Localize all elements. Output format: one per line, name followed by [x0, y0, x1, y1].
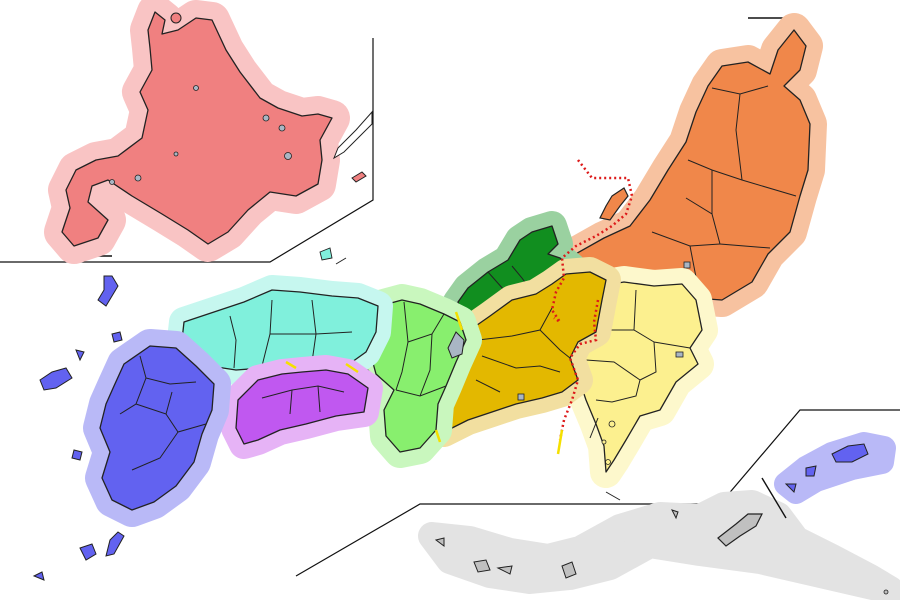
region-chugoku[interactable]: [167, 247, 393, 385]
sado-island: [599, 187, 629, 221]
izu-island-line: [589, 417, 599, 439]
prefecture-border: [419, 333, 433, 397]
boundary-lines: [285, 159, 634, 455]
hokkaido-inset-frame: [0, 38, 374, 263]
prefecture-border: [735, 93, 743, 181]
solid-boundary: [434, 429, 442, 443]
koshiki-island: [71, 449, 83, 461]
prefecture-border: [395, 301, 409, 391]
prefecture-border: [595, 379, 641, 403]
amami-halo: [774, 432, 896, 504]
kyushu-prefecture-borders: [119, 355, 207, 471]
solid-boundary: [454, 311, 464, 331]
chugoku-prefecture-borders: [229, 299, 353, 369]
prefecture-border: [317, 385, 321, 413]
okinawa-divider: [761, 477, 787, 519]
hokkaido-lakes: [109, 85, 292, 185]
solid-boundary: [285, 360, 297, 370]
okinawa-halo: [418, 490, 900, 600]
lake: [262, 114, 270, 122]
tanegashima: [105, 531, 125, 557]
amami-islands: [831, 443, 869, 463]
tsushima-island: [97, 275, 119, 307]
region-shikoku[interactable]: [221, 355, 383, 459]
lake: [173, 151, 179, 157]
prefecture-border: [539, 329, 571, 359]
yaeyama-small: [496, 565, 513, 575]
region-okinawa[interactable]: [418, 477, 900, 600]
region-kyushu[interactable]: [32, 275, 896, 581]
tohoku-prefecture-borders: [651, 85, 797, 299]
hokkaido-land: [61, 11, 333, 247]
kinki-prefecture-borders: [395, 301, 447, 397]
prefecture-border: [229, 315, 237, 369]
izu-island: [605, 459, 611, 465]
rishiri-island: [170, 12, 182, 24]
amami-small: [784, 483, 797, 493]
okinawa-main-island: [717, 513, 763, 547]
prefecture-border: [270, 331, 353, 335]
prefecture-border: [477, 307, 553, 341]
shikoku-land: [235, 369, 369, 445]
prefecture-border: [261, 385, 345, 399]
tokara-island: [32, 571, 45, 581]
lake: [683, 261, 691, 269]
prefecture-border: [585, 359, 641, 381]
prefecture-border: [653, 341, 691, 349]
lake: [284, 152, 292, 160]
kyushu-islands: [32, 275, 869, 581]
okinawa-small: [671, 509, 679, 520]
sakhalin-tip: [332, 110, 373, 160]
yaeyama-islands: [473, 559, 491, 573]
prefecture-border: [475, 379, 501, 393]
lake: [134, 174, 142, 182]
solid-boundary: [556, 429, 564, 455]
prefecture-border: [481, 355, 561, 373]
shikoku-prefecture-borders: [261, 385, 345, 415]
goto-islands: [39, 367, 73, 391]
goto-islands-small: [75, 349, 85, 362]
oki-island-line: [335, 257, 347, 265]
oki-island: [319, 247, 333, 261]
prefecture-border: [289, 389, 293, 415]
kuril-island: [351, 171, 367, 183]
izu-islands: [589, 417, 621, 501]
tohoku-land: [569, 29, 811, 301]
izu-island: [601, 439, 607, 445]
lake-biwa: [447, 331, 465, 359]
lake: [517, 393, 525, 401]
oki-islands: [319, 247, 347, 265]
iki-island: [111, 331, 123, 343]
region-hokkaido[interactable]: [44, 0, 373, 264]
okinawa-islands: [434, 509, 889, 595]
solid-boundary: [345, 362, 359, 374]
dotted-boundary: [550, 159, 634, 324]
yakushima: [79, 543, 97, 561]
yaeyama-west: [434, 537, 445, 547]
amami-small: [805, 465, 817, 477]
izu-island: [608, 420, 616, 428]
lake: [675, 351, 684, 358]
prefecture-border: [131, 431, 179, 471]
kyushu-land: [99, 345, 215, 511]
tokai-prefecture-borders: [475, 307, 571, 393]
miyako-island: [561, 561, 577, 579]
region-kinki[interactable]: [354, 284, 482, 468]
lake: [193, 85, 199, 91]
izu-island-line: [605, 491, 621, 501]
prefecture-border: [395, 385, 447, 397]
prefecture-border: [687, 159, 797, 197]
lake: [278, 124, 286, 132]
prefecture-border: [639, 341, 657, 381]
daito-island: [883, 589, 889, 595]
prefecture-border: [685, 197, 771, 249]
region-tohoku[interactable]: [553, 13, 827, 317]
prefecture-border: [139, 355, 197, 385]
lake: [109, 179, 115, 185]
